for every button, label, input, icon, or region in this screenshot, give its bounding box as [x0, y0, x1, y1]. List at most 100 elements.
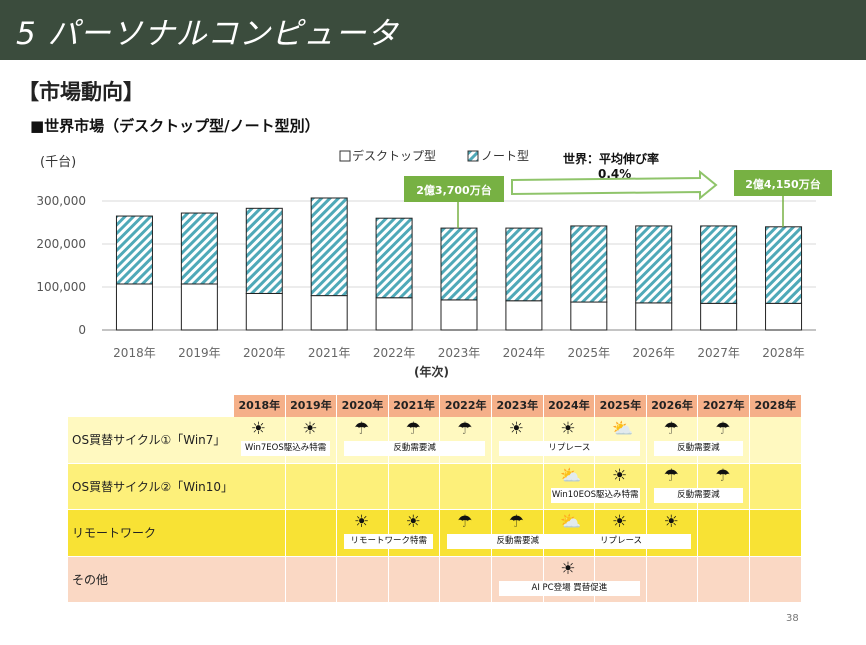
forecast-note: リプレース — [550, 534, 692, 549]
forecast-note: Win7EOS駆込み特需 — [241, 441, 331, 456]
x-tick-label: 2024年 — [503, 346, 546, 360]
year-header: 2027年 — [698, 395, 750, 417]
table-cell — [234, 556, 286, 603]
table-cell — [285, 510, 338, 557]
y-tick-label: 300,000 — [36, 194, 86, 208]
forecast-note: AI PC登場 買替促進 — [499, 580, 640, 596]
bar-desktop — [765, 302, 803, 331]
bar-notebook — [310, 197, 348, 297]
bar-notebook — [115, 215, 153, 285]
rain-cloud-icon: ☂ — [663, 419, 679, 439]
x-tick-label: 2023年 — [438, 346, 481, 360]
sun-icon: ☀ — [612, 465, 628, 486]
x-tick-label: 2026年 — [632, 346, 675, 360]
legend-label-desktop: デスクトップ型 — [352, 148, 436, 163]
year-header: 2023年 — [492, 395, 544, 417]
bar-notebook — [440, 227, 478, 301]
row-label: OS買替サイクル②「Win10」 — [68, 463, 234, 510]
stacked-bar-chart: 0 100,000 200,000 300,000 2018年 2019年 2020年 202… — [36, 148, 832, 379]
table-cell — [750, 510, 802, 557]
bar-desktop — [375, 297, 413, 331]
y-tick-label: 0 — [78, 323, 86, 337]
bar-notebook — [570, 225, 608, 303]
page-title: 5 パーソナルコンピュータ — [16, 16, 399, 52]
legend-label-notebook: ノート型 — [481, 149, 529, 163]
year-header: 2028年 — [750, 395, 802, 417]
forecast-note: 反動需要減 — [653, 441, 743, 456]
year-header: 2021年 — [388, 395, 441, 417]
x-tick-label: 2021年 — [308, 346, 351, 360]
table-cell — [234, 510, 286, 557]
year-header: 2024年 — [543, 395, 596, 417]
sun-icon: ☀ — [250, 419, 267, 439]
row-label: OS買替サイクル①「Win7」 — [68, 417, 234, 464]
year-header: 2018年 — [234, 395, 286, 417]
y-tick-label: 100,000 — [36, 280, 86, 294]
bar-notebook — [765, 226, 803, 304]
bar-notebook — [245, 207, 283, 294]
rain-cloud-icon: ☂ — [354, 419, 370, 439]
table-cell — [750, 417, 802, 464]
bar-desktop — [505, 300, 543, 331]
rain-cloud-icon: ☂ — [457, 419, 473, 439]
rain-cloud-icon: ☂ — [715, 465, 731, 486]
bar-notebook — [375, 217, 413, 299]
x-axis-label: (年次) — [414, 364, 449, 379]
rain-cloud-icon: ☂ — [405, 419, 421, 439]
x-tick-label: 2019年 — [178, 346, 221, 360]
sun-icon: ☀ — [508, 419, 525, 439]
forecast-note: 反動需要減 — [344, 441, 485, 456]
forecast-note: 反動需要減 — [653, 487, 743, 503]
sun-icon: ☀ — [354, 512, 370, 532]
bar-desktop — [310, 295, 348, 331]
title-banner: 5 パーソナルコンピュータ — [0, 0, 866, 60]
forecast-note: リモートワーク特需 — [344, 534, 434, 549]
bar-desktop — [245, 292, 283, 331]
table-cell — [750, 556, 802, 603]
bar-desktop — [635, 302, 673, 331]
rain-cloud-icon: ☂ — [715, 419, 731, 439]
partly-cloudy-icon: ⛅ — [612, 419, 634, 439]
section-title: 【市場動向】 — [18, 80, 144, 104]
bar-desktop — [115, 283, 153, 331]
cagr-label: 世界：平均伸び率 — [563, 151, 659, 166]
legend-swatch-desktop — [339, 150, 351, 162]
legend-swatch-notebook — [467, 150, 479, 162]
bar-desktop — [440, 299, 478, 331]
forecast-note: リプレース — [499, 441, 640, 456]
row-label: リモートワーク — [68, 510, 234, 557]
callout-2023-box — [404, 176, 504, 202]
sun-icon: ☀ — [302, 419, 318, 439]
sun-icon: ☀ — [405, 512, 421, 532]
growth-arrow — [511, 169, 718, 201]
table-cell — [646, 556, 699, 603]
bar-desktop — [700, 302, 738, 331]
partly-cloudy-icon: ⛅ — [560, 465, 582, 486]
table-cell — [698, 556, 750, 603]
year-header: 2026年 — [646, 395, 699, 417]
x-tick-label: 2022年 — [373, 346, 416, 360]
rain-cloud-icon: ☂ — [508, 512, 525, 532]
chart-title: ■世界市場（デスクトップ型/ノート型別） — [30, 117, 320, 135]
x-tick-label: 2020年 — [243, 346, 286, 360]
bar-notebook — [505, 227, 543, 302]
year-header: 2020年 — [337, 395, 389, 417]
table-cell — [440, 556, 492, 603]
year-header: 2022年 — [440, 395, 492, 417]
bar-notebook — [635, 225, 673, 304]
bar-notebook — [180, 212, 218, 285]
rain-cloud-icon: ☂ — [663, 465, 679, 486]
table-cell — [234, 463, 286, 510]
table-cell — [285, 556, 338, 603]
callout-2028-box — [734, 170, 832, 196]
callout-2023-text: 2億3,700万台 — [416, 183, 491, 197]
cagr-value: 0.4% — [598, 167, 631, 181]
x-tick-label: 2027年 — [697, 346, 740, 360]
callout-2028-text: 2億4,150万台 — [745, 177, 820, 191]
bar-notebook — [700, 225, 738, 304]
table-cell — [440, 463, 492, 510]
table-cell — [492, 463, 544, 510]
sun-icon: ☀ — [663, 512, 679, 532]
table-cell — [698, 510, 750, 557]
table-cell — [337, 556, 389, 603]
